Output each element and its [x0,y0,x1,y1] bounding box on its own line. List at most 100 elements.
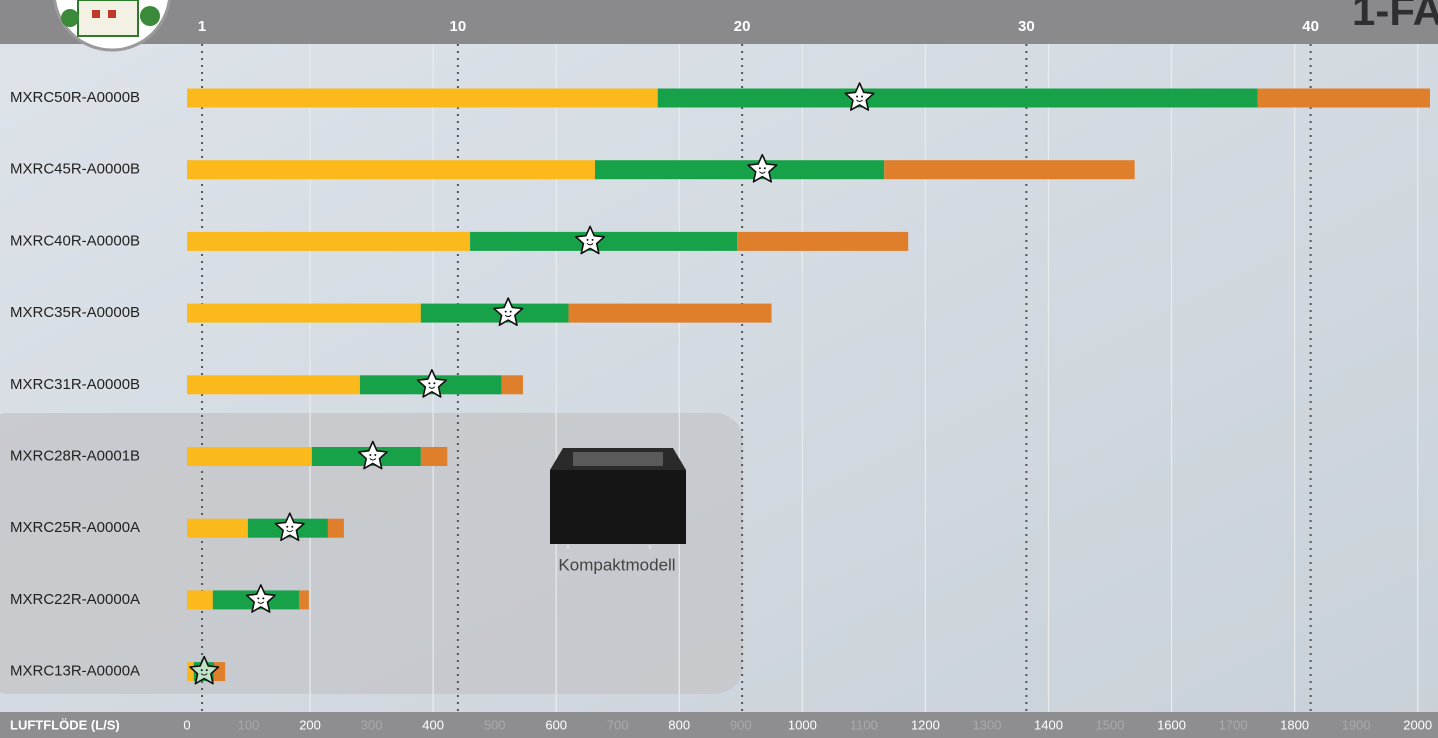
star-smile [758,171,766,174]
optimal-marker [357,440,388,470]
marks [187,82,1430,685]
x-tick-label: 900 [730,717,752,732]
x-tick-label: 700 [607,717,629,732]
x-tick-label: 600 [545,717,567,732]
bar-segment [420,447,448,466]
star-eye [205,669,208,672]
title: 1-FA [1352,0,1438,34]
bar-segment [187,590,213,610]
x-tick-label: 300 [361,717,383,732]
product-image [550,448,686,549]
y-tick-label: MXRC25R-A0000A [10,519,140,536]
bar-segment [187,88,658,108]
star-smile [257,601,265,604]
optimal-marker [493,297,524,327]
x-tick-label: 800 [668,717,690,732]
optimal-marker [844,82,875,111]
x-tick-label: 100 [238,717,260,732]
star-eye [286,525,289,528]
x-tick-label: 1500 [1096,717,1125,732]
star-eye [856,95,859,98]
star-smile [586,243,594,246]
bar-segment [187,662,194,682]
optimal-marker [245,584,276,613]
optimal-marker [189,655,220,685]
star [493,297,524,327]
x-tick-label: 0 [183,717,190,732]
bar-segment [884,160,1135,180]
star-eye [586,238,589,241]
x-tick-label: 500 [484,717,506,732]
x2-tick-label: 1 [198,18,206,35]
x2-tick-label: 10 [450,18,467,35]
star-eye [291,525,294,528]
bar-segment [501,375,523,395]
x-tick-label: 400 [422,717,444,732]
bar-segment [214,662,226,682]
x-axis-label: LUFTFLÖDE (L/S) [10,717,120,732]
y-tick-label: MXRC31R-A0000B [10,376,140,393]
bar-segment [187,160,595,180]
star-smile [286,529,294,533]
bar-segment [187,518,248,538]
bar-segment [420,303,569,323]
star-eye [369,454,372,456]
y-tick-label: MXRC13R-A0000A [10,663,140,680]
optimal-marker [416,368,448,398]
star-eye [257,597,260,600]
annotation: Kompaktmodell [558,555,675,574]
star-eye [758,167,761,170]
star-smile [369,458,377,461]
star-eye [433,382,436,385]
y-tick-label: MXRC40R-A0000B [10,232,140,249]
star-eye [504,310,507,313]
star [357,440,388,470]
x-tick-label: 2000 [1403,717,1432,732]
star-eye [591,238,594,241]
star [747,153,778,183]
x-tick-label: 1400 [1034,717,1063,732]
bottom-axis-band [0,712,1438,738]
bar-segment [1257,88,1430,108]
y-tick-label: MXRC45R-A0000B [10,161,140,178]
x-tick-label: 1300 [972,717,1001,732]
star-smile [504,314,512,318]
star-eye [763,167,766,170]
bar-segment [327,518,344,538]
star-eye [861,95,864,98]
x2-tick-label: 30 [1018,18,1035,35]
star-eye [374,454,377,456]
bar-segment [298,590,309,610]
x-tick-label: 200 [299,717,321,732]
x2-tick-label: 40 [1302,18,1319,35]
optimal-marker [747,153,778,183]
optimal-marker [274,512,305,542]
bar-segment [187,447,312,466]
star [416,368,448,398]
star-smile [200,673,208,676]
x-tick-label: 1700 [1219,717,1248,732]
star-smile [428,386,436,389]
x-tick-label: 1800 [1280,717,1309,732]
y-tick-label: MXRC35R-A0000B [10,304,140,321]
star [245,584,276,613]
star [574,225,606,255]
bar-segment [594,160,885,180]
star-eye [200,669,203,672]
x-tick-label: 1000 [788,717,817,732]
x-tick-label: 1100 [850,717,878,732]
bar-segment [737,231,909,251]
logo [53,0,171,52]
optimal-marker [574,225,606,255]
bar-segment [657,88,1258,108]
bar-segment [470,231,738,251]
x-tick-label: 1200 [911,717,940,732]
bar-segment [568,303,772,323]
star [844,82,875,111]
bar-segment [187,303,421,323]
top-axis-band [0,0,1438,44]
y-tick-label: MXRC22R-A0000A [10,591,140,608]
x-tick-label: 1900 [1342,717,1371,732]
